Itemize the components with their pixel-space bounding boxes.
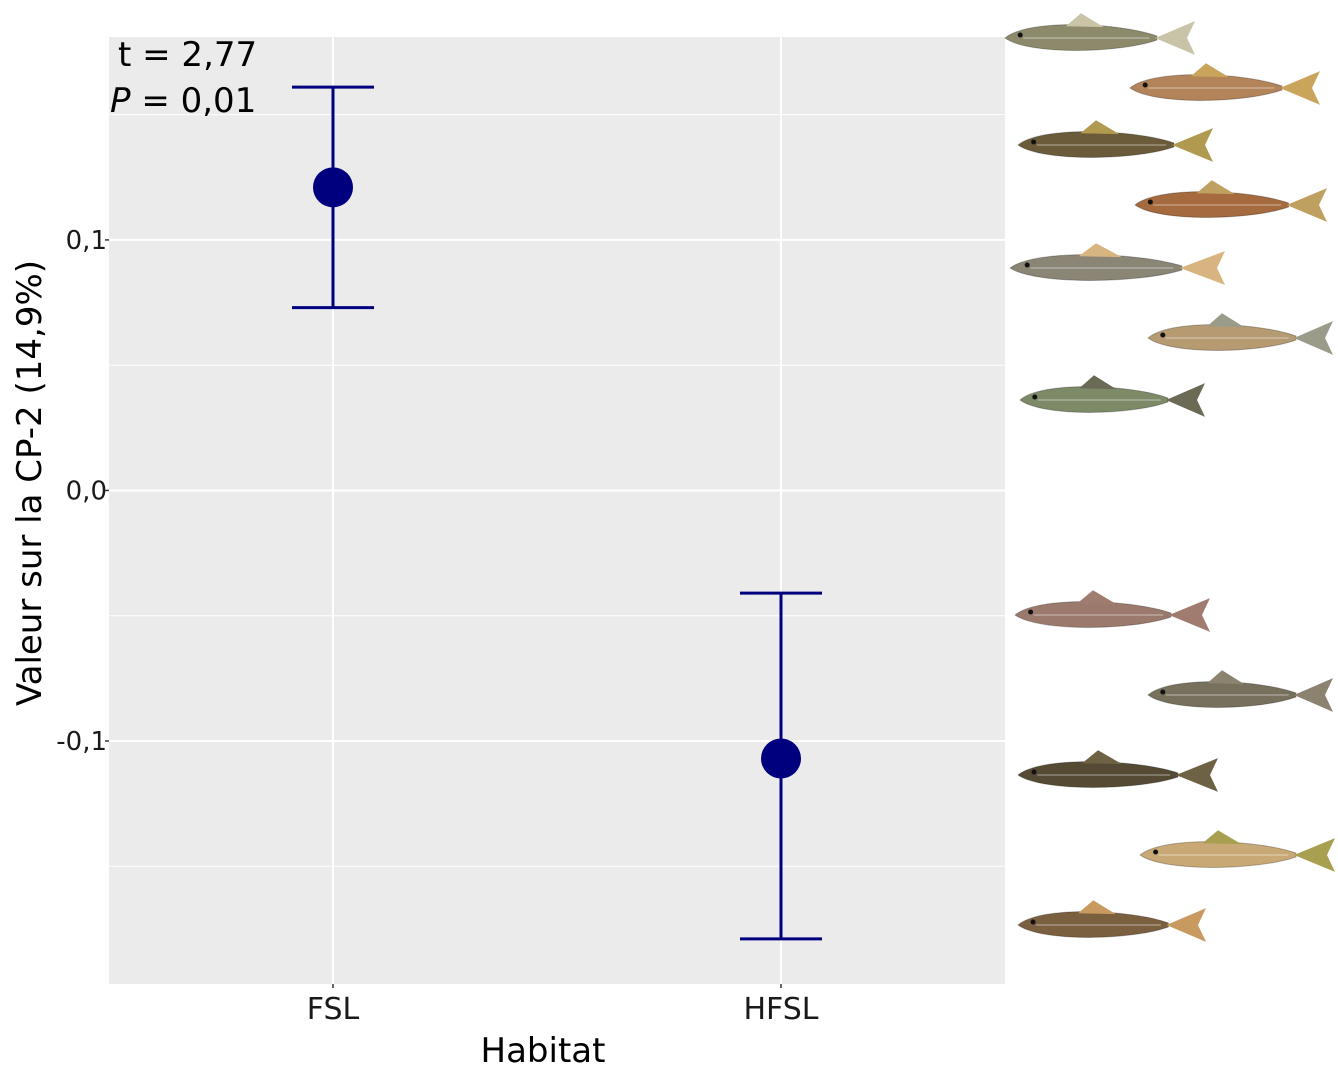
fish-tail (1294, 838, 1335, 872)
fish-eye (1017, 32, 1023, 38)
fish-tail (1286, 188, 1327, 222)
fish-tail (1280, 71, 1320, 105)
fish-eye (1032, 394, 1038, 400)
fish-dorsal-fin (1202, 830, 1242, 845)
fish-eye (1028, 609, 1034, 615)
fish-eye (1160, 689, 1166, 695)
fish-body (1017, 761, 1179, 788)
fish-dorsal-fin (1196, 180, 1235, 195)
longnose-dace-fish (1017, 900, 1206, 942)
stickleback-fish (1134, 180, 1327, 222)
data-marks (292, 85, 822, 941)
fish-eye (1142, 82, 1148, 88)
fish-dorsal-fin (1078, 243, 1122, 258)
fish-illustrations (1004, 13, 1335, 942)
errorbar-fsl (292, 85, 374, 310)
plot-panel (109, 37, 1005, 984)
y-tick-label: 0,0 (66, 476, 107, 506)
fish-eye (1147, 199, 1153, 205)
p-value-letter: P (110, 81, 131, 121)
y-tick-label: 0,1 (66, 226, 107, 256)
fish-eye (1031, 769, 1037, 775)
fish-eye (1024, 262, 1030, 268)
fish-tail (1294, 321, 1333, 355)
goby-fish (1147, 670, 1333, 712)
fish-tail (1172, 128, 1213, 162)
minnow-fish (1147, 313, 1333, 355)
p-value-text: = 0,01 (131, 81, 257, 121)
fish-tail (1176, 758, 1218, 792)
x-tick-label: HFSL (743, 992, 818, 1027)
fish-dorsal-fin (1065, 13, 1104, 28)
fish-dorsal-fin (1207, 313, 1245, 328)
p-value-annotation: P = 0,01 (110, 81, 256, 121)
fish-tail (1166, 908, 1206, 942)
fish-eye (1031, 139, 1037, 145)
fish-dorsal-fin (1078, 900, 1116, 915)
sculpin-fish-2 (1017, 120, 1213, 162)
fish-tail (1169, 598, 1210, 632)
fish-tail (1155, 21, 1195, 55)
fish-dorsal-fin (1077, 590, 1117, 605)
fish-tail (1166, 383, 1205, 417)
fish-dorsal-fin (1190, 63, 1229, 78)
brook-trout-fish (1019, 375, 1205, 417)
fish-eye (1030, 919, 1036, 925)
sculpin-fish-1 (1004, 13, 1195, 55)
dace-fish-1 (1129, 63, 1320, 105)
fish-eye (1153, 849, 1159, 855)
sucker-fish (1014, 590, 1210, 632)
errorbar-hfsl (740, 591, 822, 941)
fish-dorsal-fin (1080, 120, 1120, 135)
mottled-sculpin-fish (1017, 750, 1218, 792)
x-axis-title: Habitat (481, 1031, 606, 1066)
mean-point-fsl (313, 167, 353, 208)
y-tick-label: -0,1 (56, 727, 107, 757)
fish-tail (1180, 251, 1225, 285)
fish-dorsal-fin (1079, 375, 1117, 390)
fish-dorsal-fin (1207, 670, 1245, 685)
x-axis: FSL HFSL (307, 984, 819, 1027)
fish-eye (1160, 332, 1166, 338)
y-axis-title: Valeur sur la CP-2 (14,9%) (10, 260, 50, 706)
t-statistic-annotation: t = 2,77 (118, 35, 257, 75)
darter-fish (1139, 830, 1335, 872)
y-axis: 0,1 0,0 -0,1 (56, 226, 109, 757)
mean-point-hfsl (761, 738, 801, 779)
fish-tail (1294, 678, 1333, 712)
fish-dorsal-fin (1082, 750, 1122, 765)
x-tick-label: FSL (307, 992, 360, 1027)
fallfish-fish (1009, 243, 1225, 285)
